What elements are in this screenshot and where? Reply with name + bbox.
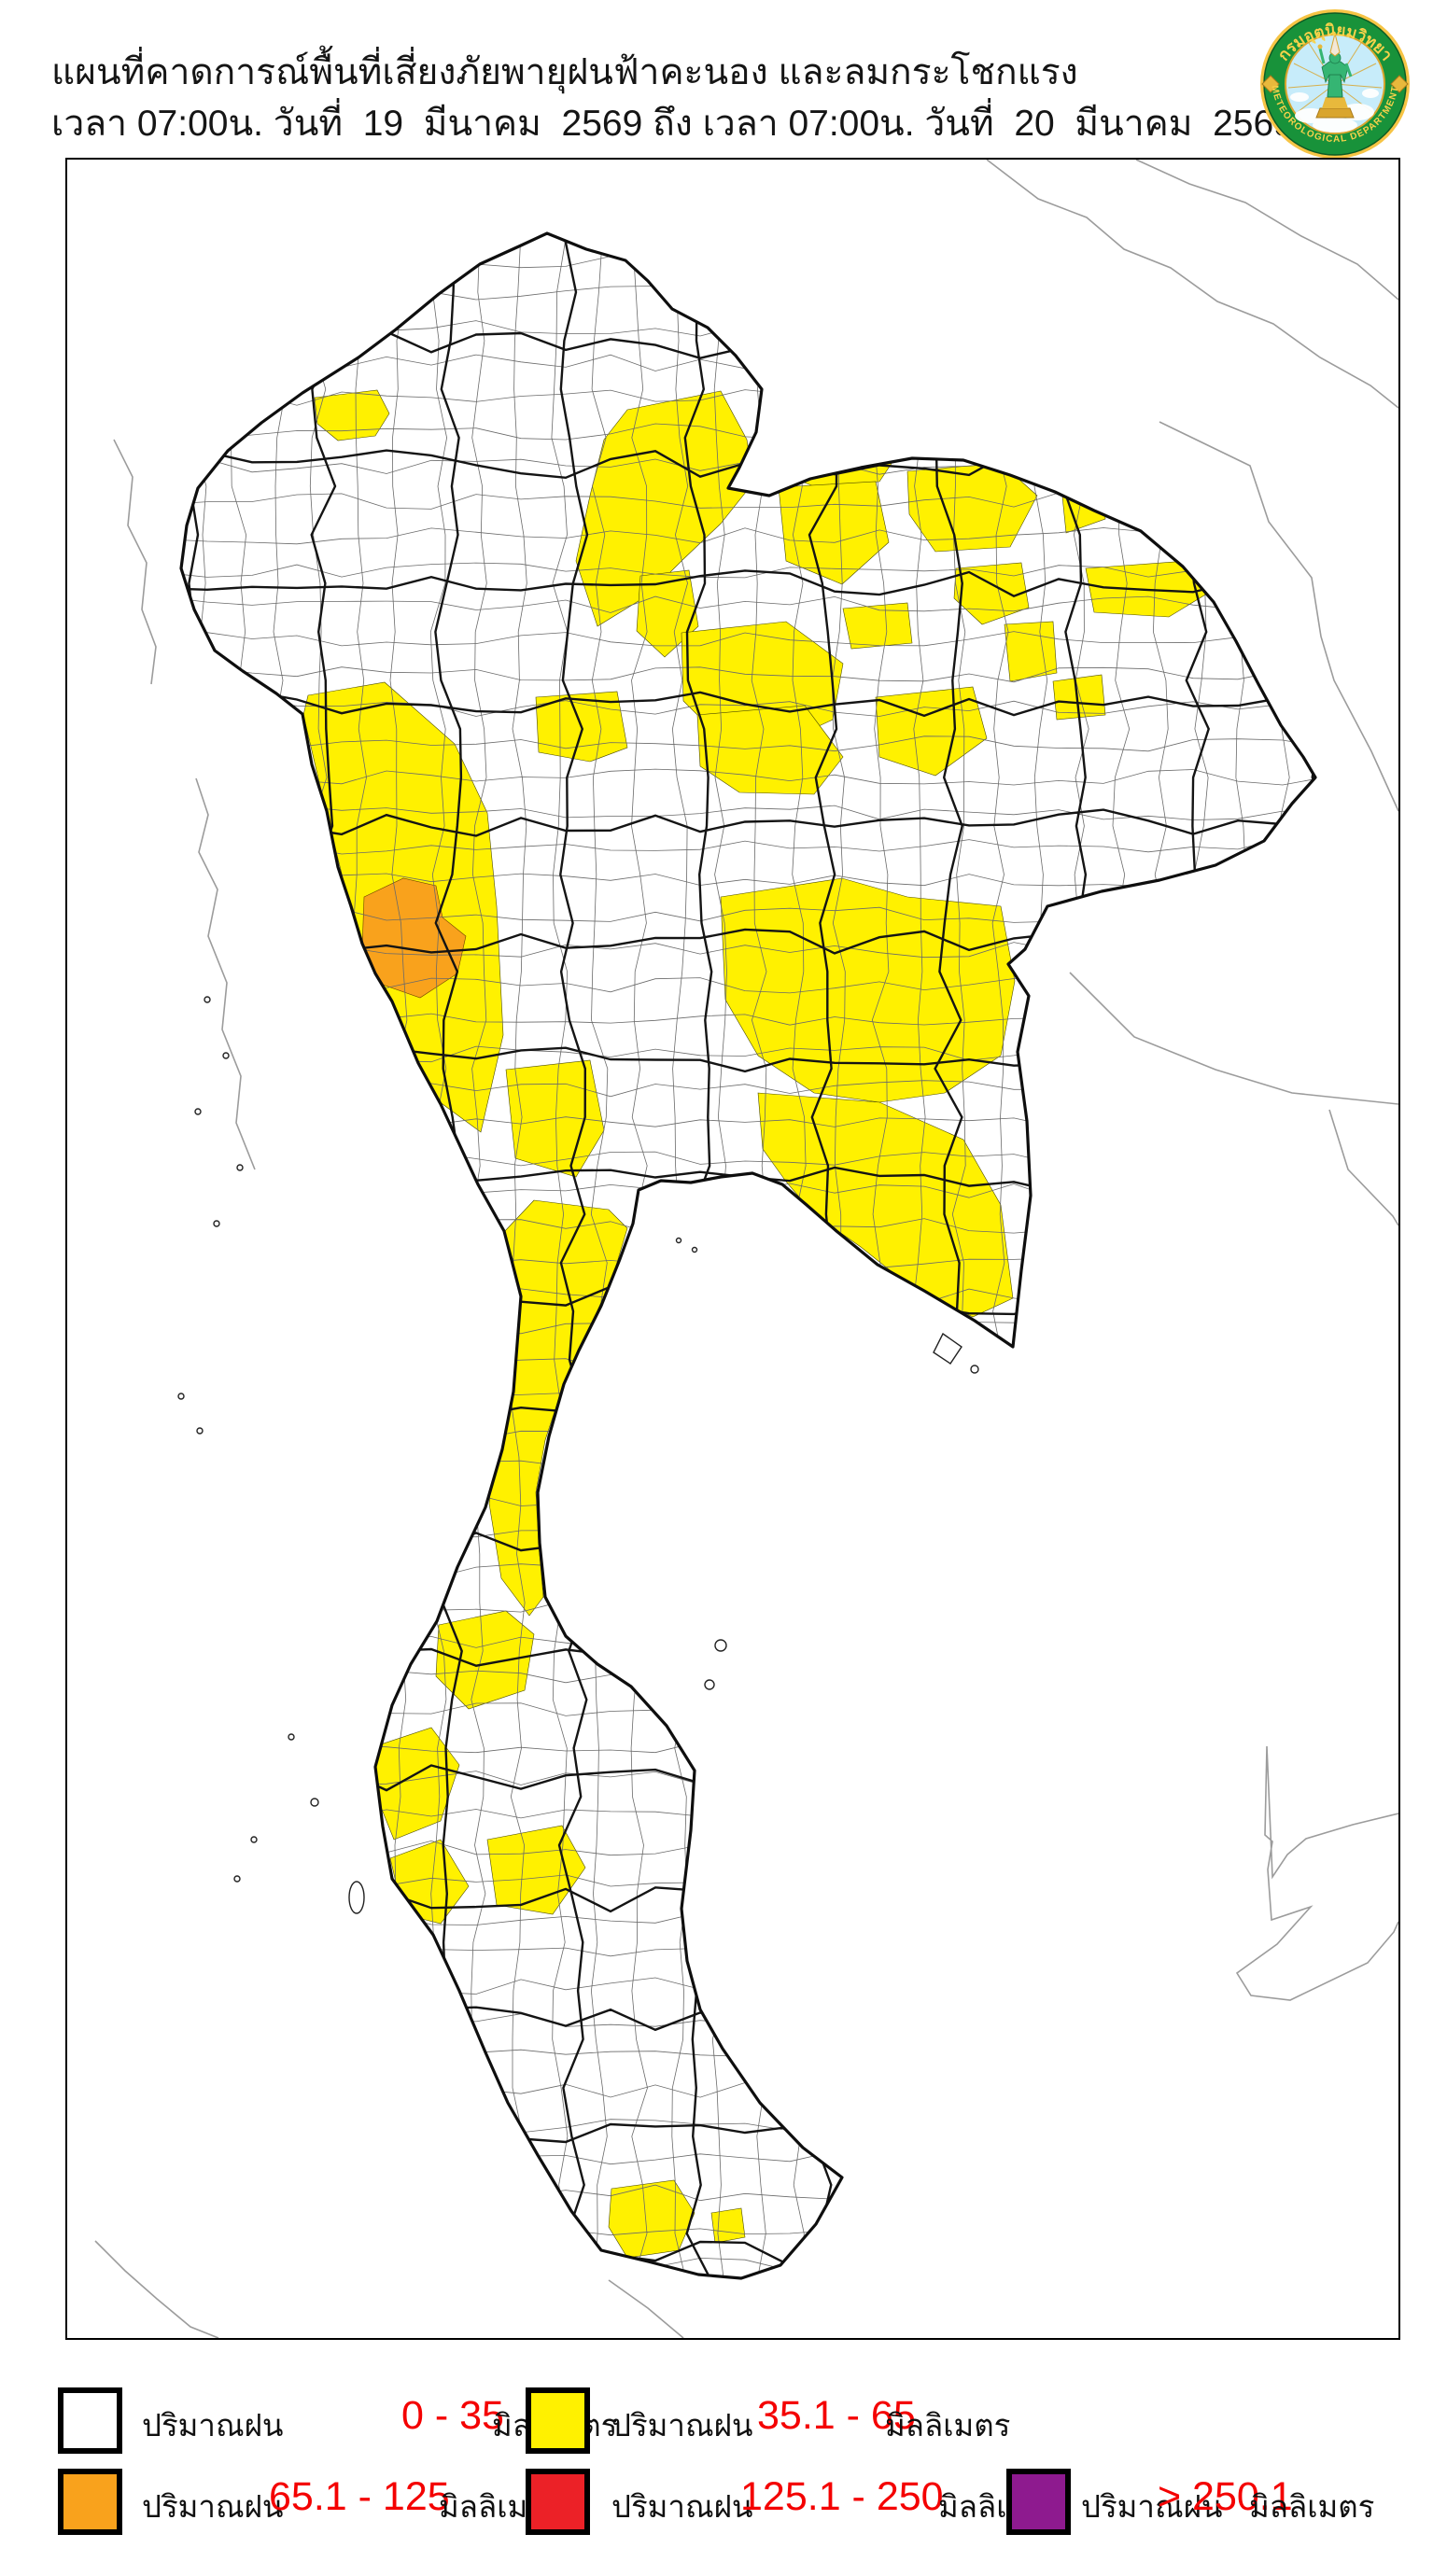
legend-label: ปริมาณฝน: [142, 2408, 284, 2443]
legend-swatch-red: [526, 2469, 590, 2535]
map-frame: [65, 158, 1400, 2340]
thailand-district-map: [94, 160, 1398, 2338]
legend-label: ปริมาณฝน: [611, 2489, 753, 2524]
legend-label: ปริมาณฝน: [142, 2489, 284, 2524]
legend-swatch-yellow: [526, 2387, 590, 2454]
logo-east-diamond: [1390, 75, 1409, 93]
legend-range: 125.1 - 250: [740, 2474, 944, 2519]
legend-range: 0 - 35: [401, 2393, 504, 2438]
legend-range: 35.1 - 65: [757, 2393, 916, 2438]
map-title-line2: เวลา 07:00น. วันที่ 19 มีนาคม 2569 ถึง เ…: [51, 104, 1294, 144]
map-title-line1: แผนที่คาดการณ์พื้นที่เสี่ยงภัยพายุฝนฟ้าค…: [51, 52, 1078, 92]
legend-row-2: ปริมาณฝน 65.1 - 125 มิลลิเมตร ปริมาณฝน 1…: [0, 2469, 1433, 2543]
tmd-logo: กรมอุตุนิยมวิทยา METEOROLOGICAL DEPARTME…: [1260, 9, 1410, 159]
legend-unit: มิลลิเมตร: [1249, 2489, 1375, 2524]
legend-swatch-orange: [58, 2469, 122, 2535]
legend-swatch-purple: [1006, 2469, 1071, 2535]
thailand-outline: [179, 231, 1317, 2280]
neighbor-country-lines: [94, 160, 1398, 2338]
legend-swatch-white: [58, 2387, 122, 2454]
thailand-landmass: [181, 233, 1315, 2278]
legend-range: 65.1 - 125: [269, 2474, 450, 2519]
logo-deity-figure: [1315, 33, 1355, 119]
legend-label: ปริมาณฝน: [611, 2408, 753, 2443]
legend-unit: มิลลิเมตร: [885, 2408, 1011, 2443]
legend-row-1: ปริมาณฝน 0 - 35 มิลลิเมตร ปริมาณฝน 35.1 …: [0, 2387, 1433, 2462]
legend-label: ปริมาณฝน: [1081, 2489, 1223, 2524]
legend-range: > 250.1: [1158, 2474, 1293, 2519]
islands: [177, 996, 979, 1914]
logo-west-diamond: [1261, 75, 1280, 93]
